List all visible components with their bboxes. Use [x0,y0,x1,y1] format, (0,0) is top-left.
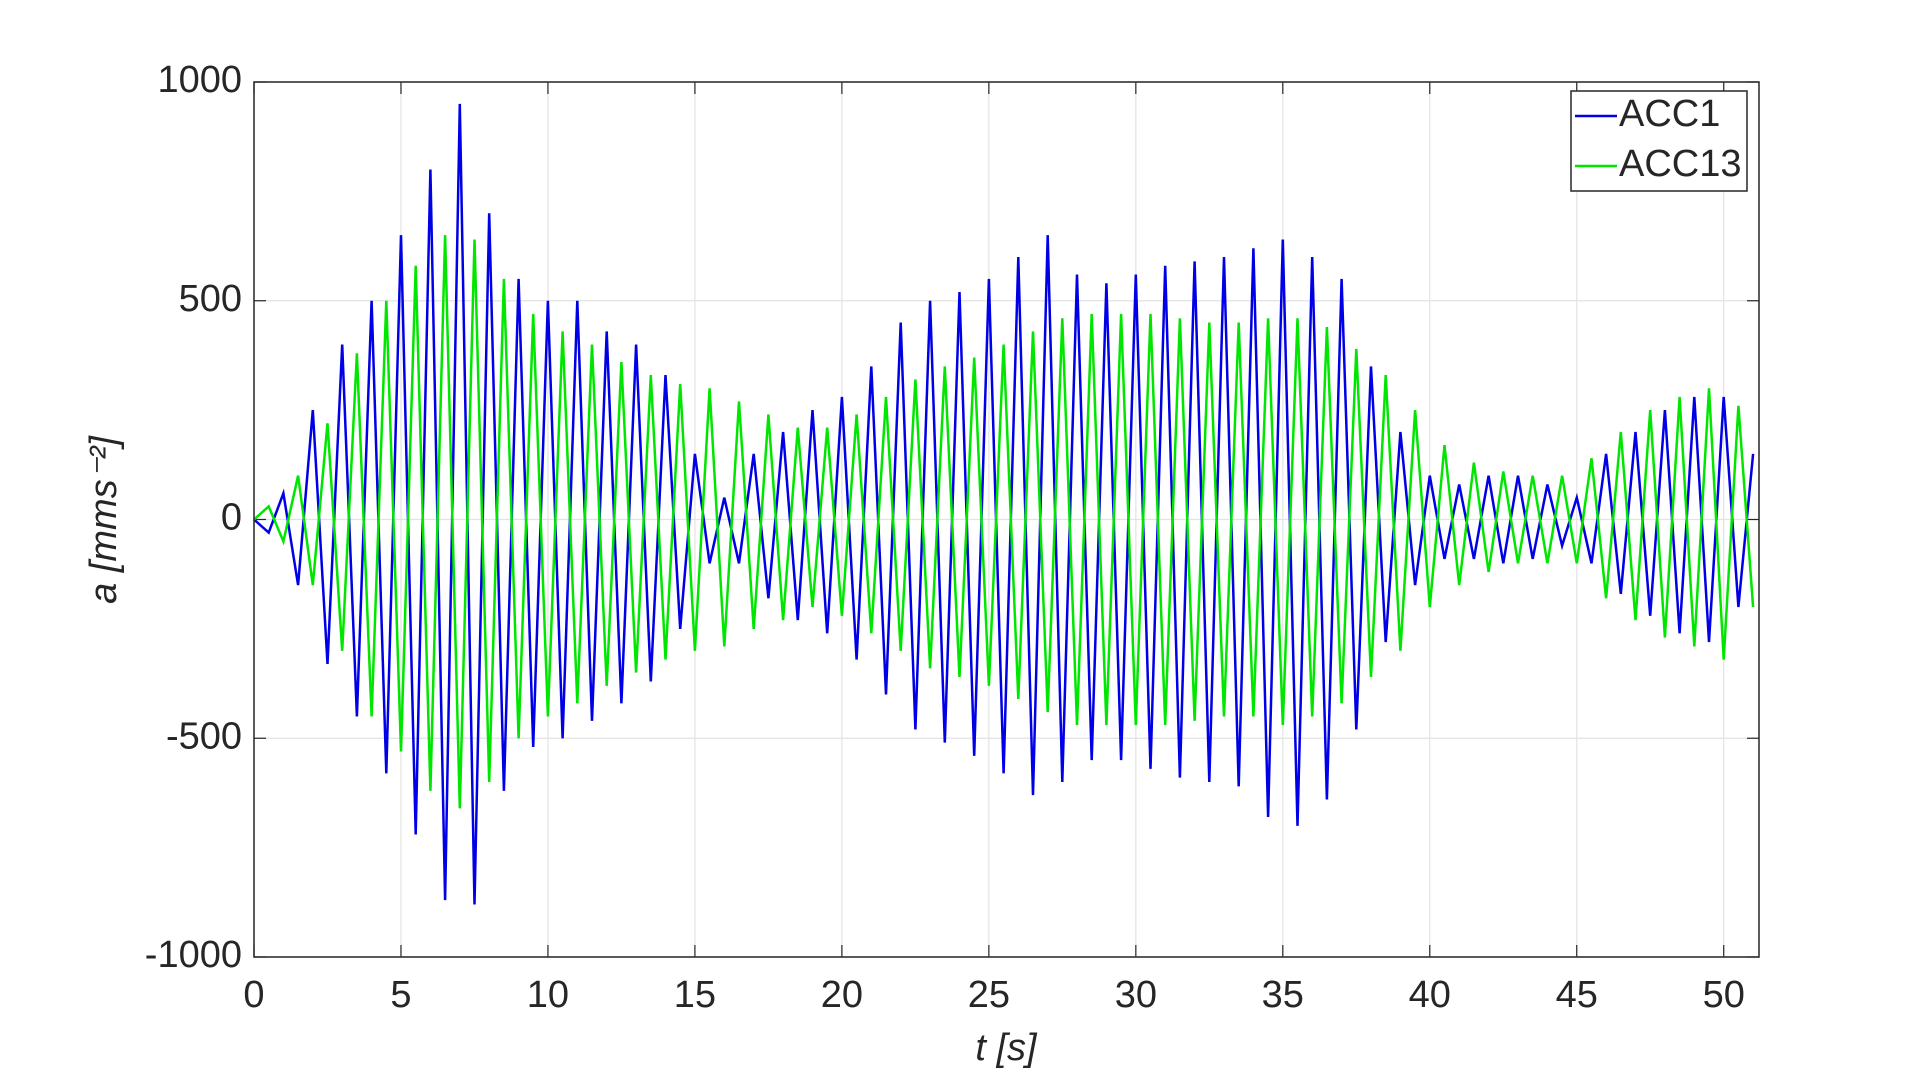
x-tick-label: 15 [674,974,716,1016]
x-tick-label: 30 [1115,974,1157,1016]
x-tick-label: 50 [1703,974,1745,1016]
x-axis-label: t [s] [975,1027,1038,1069]
plot-frame [253,81,1760,958]
x-tick-label: 40 [1409,974,1451,1016]
legend-box [1570,90,1748,192]
data-line [253,103,1755,905]
y-tick-label: 1000 [157,59,242,101]
x-tick-label: 25 [968,974,1010,1016]
x-tick-label: 0 [243,974,264,1016]
x-tick-label: 5 [390,974,411,1016]
y-axis-label: a [mms⁻²] [83,435,125,604]
y-tick-label: -500 [166,715,242,757]
x-tick-label: 45 [1556,974,1598,1016]
x-tick-label: 35 [1262,974,1304,1016]
y-tick-label: -1000 [145,934,242,976]
y-tick-label: 500 [179,278,242,320]
data-line [253,235,1755,809]
y-tick-label: 0 [221,497,242,539]
legend-label: ACC13 [1619,143,1742,185]
x-tick-label: 20 [821,974,863,1016]
legend-label: ACC1 [1619,93,1720,135]
x-tick-label: 10 [527,974,569,1016]
